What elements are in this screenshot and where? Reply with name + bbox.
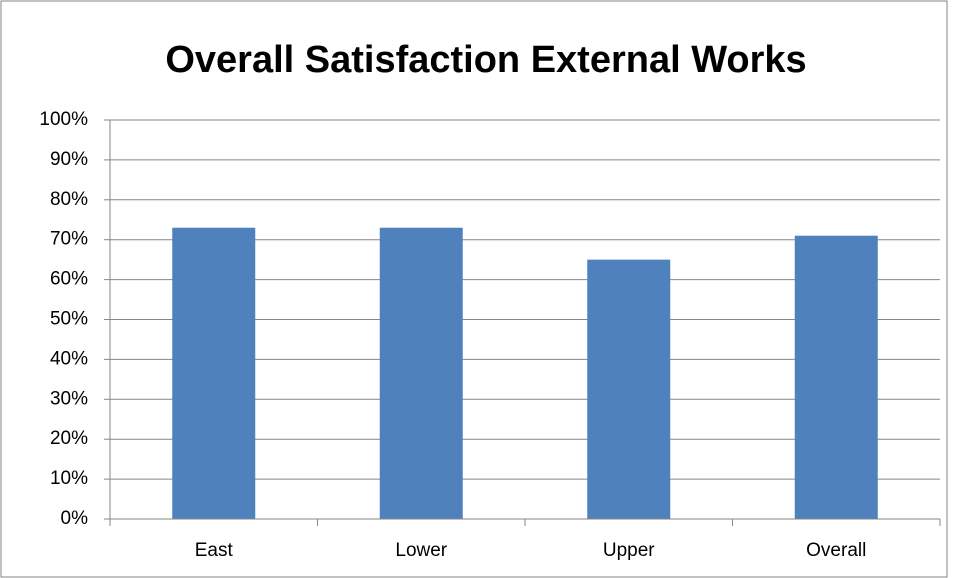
x-tick-label: Overall bbox=[806, 540, 866, 561]
x-tick-label: Lower bbox=[395, 540, 447, 561]
y-tick-label: 80% bbox=[50, 189, 88, 210]
y-tick-label: 90% bbox=[50, 149, 88, 170]
bar bbox=[172, 227, 256, 520]
bar bbox=[379, 227, 463, 520]
y-tick-label: 60% bbox=[50, 269, 88, 290]
y-tick-label: 30% bbox=[50, 388, 88, 409]
y-tick-label: 50% bbox=[50, 309, 88, 330]
chart-title: Overall Satisfaction External Works bbox=[165, 39, 806, 81]
y-tick-label: 100% bbox=[39, 109, 88, 130]
y-tick-label: 0% bbox=[61, 508, 89, 529]
bar bbox=[794, 235, 878, 519]
x-tick-label: East bbox=[195, 540, 234, 561]
y-tick-label: 70% bbox=[50, 229, 88, 250]
bar bbox=[587, 259, 671, 519]
x-tick-label: Upper bbox=[603, 540, 655, 561]
y-tick-label: 20% bbox=[50, 428, 88, 449]
y-tick-label: 40% bbox=[50, 348, 88, 369]
y-tick-label: 10% bbox=[50, 468, 88, 489]
